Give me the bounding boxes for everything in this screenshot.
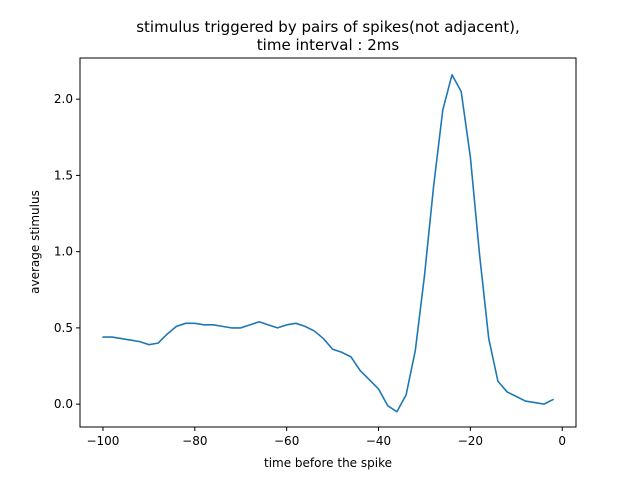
x-axis: −100 −80 −60 −40 −20 0 bbox=[86, 427, 566, 448]
y-tick-label: 2.0 bbox=[54, 92, 73, 106]
axes-frame bbox=[79, 57, 577, 428]
series-line bbox=[102, 73, 554, 413]
y-tick-label: 0.0 bbox=[54, 397, 73, 411]
x-tick-label: −80 bbox=[182, 434, 207, 448]
y-tick-label: 0.5 bbox=[54, 321, 73, 335]
y-tick-label: 1.0 bbox=[54, 245, 73, 259]
plot-area bbox=[102, 73, 554, 413]
y-axis: 0.0 0.5 1.0 1.5 2.0 bbox=[54, 92, 80, 411]
x-tick-label: −100 bbox=[86, 434, 119, 448]
y-axis-label: average stimulus bbox=[28, 190, 42, 294]
chart-title-line-1: stimulus triggered by pairs of spikes(no… bbox=[136, 18, 520, 36]
chart-title-line-2: time interval : 2ms bbox=[257, 36, 400, 54]
y-tick-label: 1.5 bbox=[54, 168, 73, 182]
x-tick-label: −60 bbox=[274, 434, 299, 448]
x-tick-label: −20 bbox=[458, 434, 483, 448]
x-axis-label: time before the spike bbox=[264, 456, 392, 470]
x-tick-label: −40 bbox=[366, 434, 391, 448]
chart-title: stimulus triggered by pairs of spikes(no… bbox=[136, 18, 520, 54]
x-tick-label: 0 bbox=[558, 434, 566, 448]
